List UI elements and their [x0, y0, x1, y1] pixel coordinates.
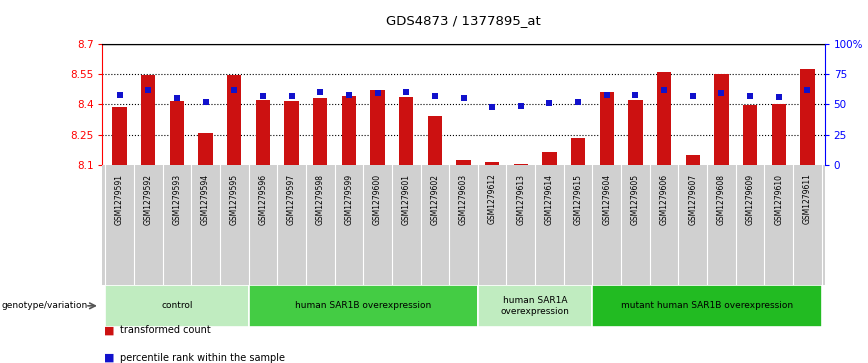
Bar	[199, 133, 213, 165]
Bar	[428, 115, 442, 165]
Bar	[628, 100, 642, 165]
Text: GSM1279610: GSM1279610	[774, 174, 783, 225]
Bar	[600, 92, 614, 165]
Bar	[743, 105, 757, 165]
Bar	[800, 69, 814, 165]
Text: GSM1279595: GSM1279595	[230, 174, 239, 225]
Bar	[593, 285, 822, 327]
Text: GSM1279593: GSM1279593	[173, 174, 181, 225]
Bar	[256, 100, 270, 165]
Text: control: control	[161, 301, 193, 310]
Bar	[657, 72, 671, 165]
Bar	[248, 285, 478, 327]
Text: GSM1279614: GSM1279614	[545, 174, 554, 225]
Bar	[514, 164, 528, 165]
Text: GSM1279599: GSM1279599	[345, 174, 353, 225]
Bar	[478, 285, 593, 327]
Bar	[457, 160, 470, 165]
Text: transformed count: transformed count	[120, 325, 211, 335]
Text: GSM1279598: GSM1279598	[316, 174, 325, 225]
Text: percentile rank within the sample: percentile rank within the sample	[120, 352, 285, 363]
Bar	[399, 97, 413, 165]
Text: GSM1279608: GSM1279608	[717, 174, 726, 225]
Bar	[170, 101, 184, 165]
Text: GSM1279615: GSM1279615	[574, 174, 582, 225]
Bar	[105, 285, 248, 327]
Text: ■: ■	[104, 325, 115, 335]
Text: GSM1279606: GSM1279606	[660, 174, 668, 225]
Bar	[571, 138, 585, 165]
Bar	[542, 152, 556, 165]
Text: GDS4873 / 1377895_at: GDS4873 / 1377895_at	[386, 15, 541, 28]
Text: GSM1279613: GSM1279613	[516, 174, 525, 225]
Bar	[772, 104, 786, 165]
Bar	[285, 101, 299, 165]
Text: GSM1279601: GSM1279601	[402, 174, 411, 225]
Text: GSM1279596: GSM1279596	[259, 174, 267, 225]
Text: GSM1279603: GSM1279603	[459, 174, 468, 225]
Bar	[313, 98, 327, 165]
Text: GSM1279594: GSM1279594	[201, 174, 210, 225]
Bar	[714, 74, 728, 165]
Text: genotype/variation: genotype/variation	[2, 301, 88, 310]
Text: GSM1279612: GSM1279612	[488, 174, 496, 224]
Text: mutant human SAR1B overexpression: mutant human SAR1B overexpression	[621, 301, 793, 310]
Bar	[485, 162, 499, 165]
Text: human SAR1A
overexpression: human SAR1A overexpression	[501, 296, 569, 315]
Text: GSM1279591: GSM1279591	[115, 174, 124, 225]
Text: human SAR1B overexpression: human SAR1B overexpression	[295, 301, 431, 310]
Bar	[113, 107, 127, 165]
Bar	[371, 90, 385, 165]
Text: GSM1279602: GSM1279602	[431, 174, 439, 225]
Text: GSM1279597: GSM1279597	[287, 174, 296, 225]
Text: GSM1279609: GSM1279609	[746, 174, 754, 225]
Bar	[686, 155, 700, 165]
Text: ■: ■	[104, 352, 115, 363]
Bar	[342, 96, 356, 165]
Bar	[227, 75, 241, 165]
Text: GSM1279600: GSM1279600	[373, 174, 382, 225]
Text: GSM1279611: GSM1279611	[803, 174, 812, 224]
Text: GSM1279592: GSM1279592	[144, 174, 153, 225]
Bar	[141, 75, 155, 165]
Text: GSM1279604: GSM1279604	[602, 174, 611, 225]
Text: GSM1279607: GSM1279607	[688, 174, 697, 225]
Text: GSM1279605: GSM1279605	[631, 174, 640, 225]
